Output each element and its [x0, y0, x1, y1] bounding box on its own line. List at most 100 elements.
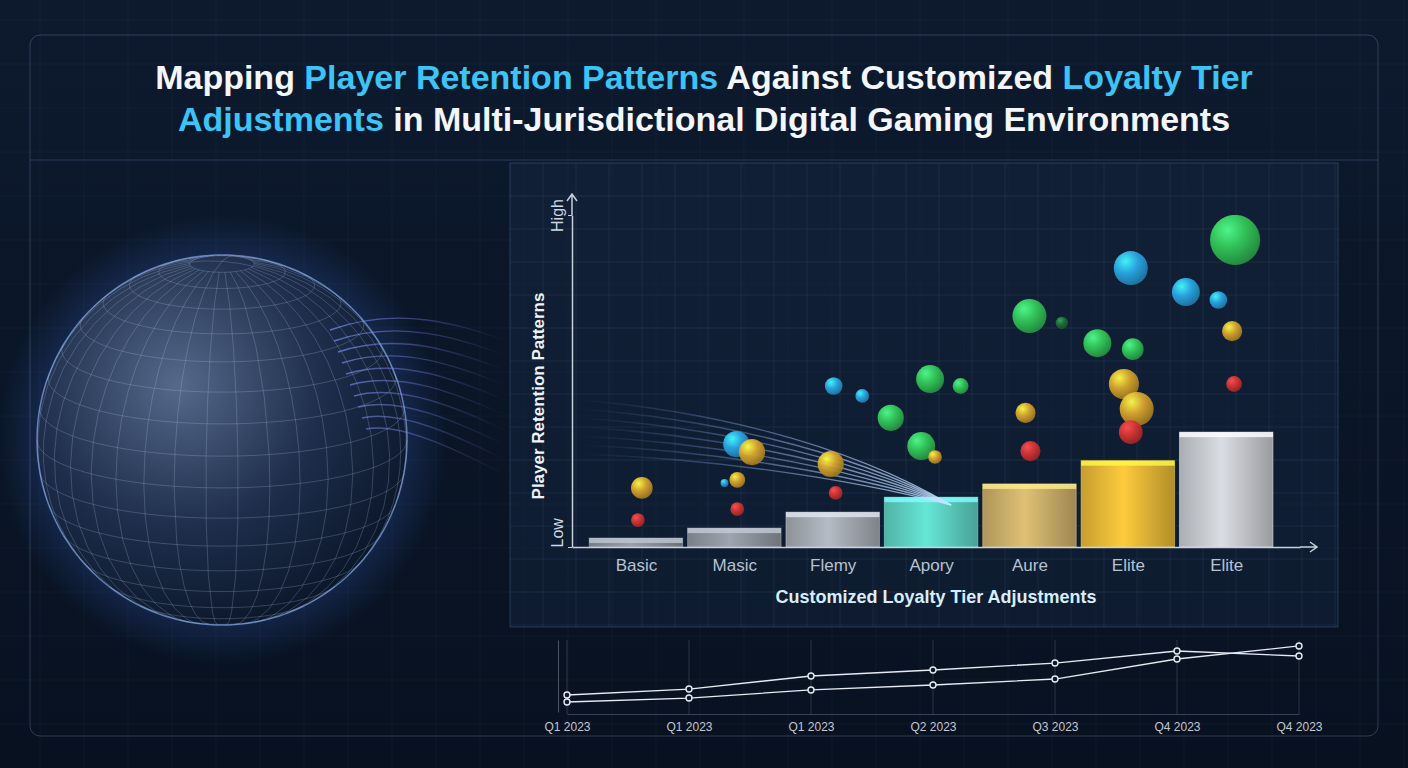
panel-grid-line	[708, 163, 709, 627]
title-highlight: Loyalty Tier	[1063, 58, 1253, 96]
bubble	[1226, 376, 1242, 392]
panel-grid-line	[675, 163, 676, 627]
axis-line	[568, 714, 1300, 715]
title-part: Mapping	[155, 58, 304, 96]
bar-cap	[983, 484, 1076, 489]
x-tick: Masic	[713, 547, 758, 575]
header-divider	[30, 160, 1378, 161]
panel-grid-line	[609, 163, 610, 627]
panel-grid-line	[510, 262, 1338, 263]
stream	[354, 393, 505, 430]
x-tick: Q1 2023	[544, 714, 590, 734]
bubble	[916, 365, 944, 393]
bubble	[1012, 299, 1046, 333]
bar	[589, 538, 682, 547]
bubble	[855, 389, 869, 403]
bubble	[953, 378, 969, 394]
tick-label: Basic	[616, 556, 658, 575]
x-axis: Q1 2023 Q1 2023 Q1 2023 Q2 2023 Q3 2023 Q4 20…	[544, 714, 1322, 734]
tick-label: Q3 2023	[1032, 720, 1078, 734]
title-part: in Multi-Jurisdictional Digital Gaming E…	[384, 100, 1230, 138]
panel-grid-line	[1005, 163, 1006, 627]
tick-label: Q4 2023	[1276, 720, 1322, 734]
position-lines	[567, 640, 1299, 714]
bubble	[1222, 321, 1242, 341]
marker	[808, 673, 814, 679]
stream	[338, 343, 505, 370]
streams	[330, 318, 505, 475]
x-tick: Elite	[1210, 547, 1243, 575]
panel-grid-line	[807, 163, 808, 627]
panel-grid-line	[1104, 163, 1105, 627]
y-axis	[558, 641, 559, 713]
title: Mapping Player Retention Patterns Agains…	[155, 58, 1253, 96]
bubble	[1083, 329, 1111, 357]
bar	[1179, 432, 1272, 547]
panel-grid-line	[510, 328, 1338, 329]
stream	[366, 428, 505, 475]
bubble	[729, 472, 745, 488]
stream	[580, 427, 951, 505]
bubble	[1120, 392, 1154, 426]
stream	[342, 356, 505, 385]
chart-root: Mapping Player Retention Patterns Agains…	[0, 0, 1408, 768]
tick-label: Q1 2023	[666, 720, 712, 734]
panel-grid-line	[576, 163, 577, 627]
marker	[564, 692, 570, 698]
background-grid-line	[0, 680, 1408, 681]
bubble	[1172, 278, 1200, 306]
position-line	[689, 640, 690, 714]
marker	[1052, 676, 1058, 682]
x-tick: Apory	[909, 547, 954, 575]
x-tick: Q4 2023	[1276, 714, 1322, 734]
panel-grid-line	[1170, 163, 1171, 627]
x-tick: Basic	[616, 547, 658, 575]
marker	[1296, 643, 1302, 649]
plot-area	[580, 215, 1273, 547]
bar-cap	[688, 528, 781, 533]
tick-mark	[568, 547, 572, 548]
tick-label: Q2 2023	[910, 720, 956, 734]
bubble	[1210, 291, 1228, 309]
chart-svg: Mapping Player Retention Patterns Agains…	[0, 0, 1408, 768]
bar-cap	[589, 538, 682, 543]
tick-label: Q4 2023	[1154, 720, 1200, 734]
globe-graticule	[37, 255, 407, 625]
axis-arrow	[567, 194, 577, 215]
y-tick: High	[549, 199, 572, 232]
line	[567, 646, 1299, 702]
panel-grid-line	[510, 427, 1338, 428]
x-tick: Q1 2023	[788, 714, 834, 734]
globe	[37, 255, 407, 625]
bubble	[631, 513, 645, 527]
stream	[334, 331, 505, 355]
bubble	[818, 451, 844, 477]
position-line	[933, 640, 934, 714]
stream	[580, 436, 951, 505]
bubble	[631, 477, 653, 499]
bar-cap	[786, 512, 879, 517]
title-part: Against Customized	[718, 58, 1062, 96]
position-line	[1299, 640, 1300, 714]
stream	[580, 400, 951, 505]
marker	[686, 686, 692, 692]
panel-grid-line	[510, 625, 1338, 626]
stream	[362, 416, 505, 460]
tick-label: Q1 2023	[544, 720, 590, 734]
x-axis: BasicMasicFlemyAporyAureEliteElite	[573, 547, 1301, 575]
marker	[930, 682, 936, 688]
tick-label: High	[549, 199, 566, 232]
x-tick: Flemy	[810, 547, 857, 575]
panel-grid	[510, 163, 1338, 627]
background-grid-line	[0, 20, 1408, 21]
bubble	[739, 439, 765, 465]
bar	[983, 484, 1076, 547]
x-tick: Q1 2023	[666, 714, 712, 734]
bar	[884, 497, 977, 547]
tick-label: Elite	[1112, 556, 1145, 575]
marker	[808, 687, 814, 693]
background-grid-line	[0, 152, 1408, 153]
bubble	[1114, 251, 1148, 285]
tick-label: Low	[549, 518, 566, 548]
plot-area	[564, 643, 1302, 705]
